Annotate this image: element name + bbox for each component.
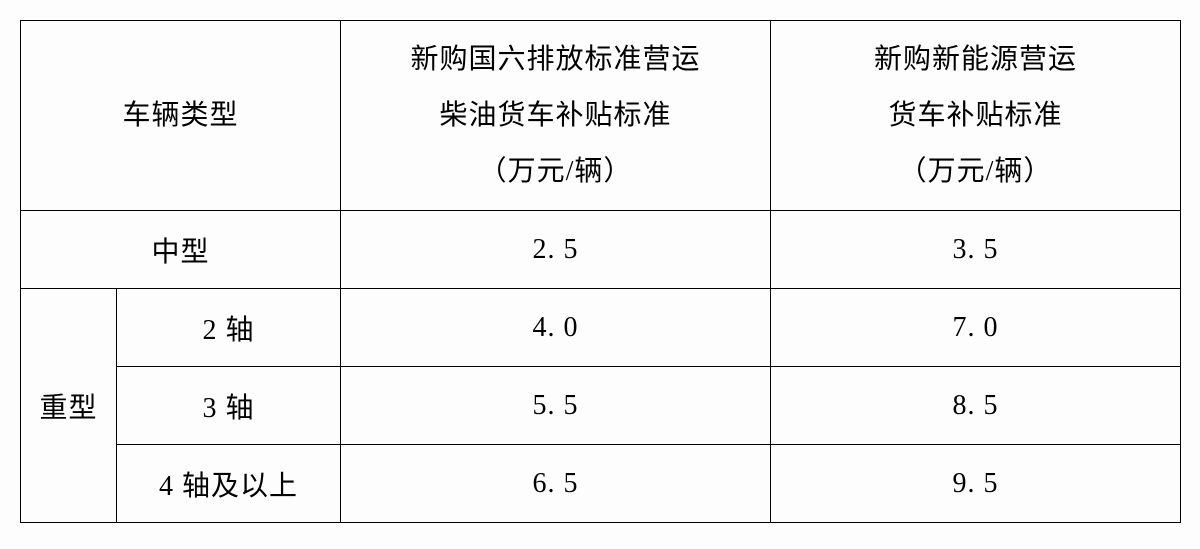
cell-vehicle-subtype: 4 轴及以上 bbox=[117, 445, 341, 523]
cell-vehicle-type: 中型 bbox=[21, 211, 341, 289]
cell-vehicle-subtype: 3 轴 bbox=[117, 367, 341, 445]
table-header-row: 车辆类型 新购国六排放标准营运 柴油货车补贴标准 （万元/辆） 新购新能源营运 … bbox=[21, 21, 1181, 211]
table-row: 中型 2. 5 3. 5 bbox=[21, 211, 1181, 289]
cell-diesel-value: 2. 5 bbox=[341, 211, 771, 289]
table-row: 3 轴 5. 5 8. 5 bbox=[21, 367, 1181, 445]
cell-diesel-value: 4. 0 bbox=[341, 289, 771, 367]
table-row: 重型 2 轴 4. 0 7. 0 bbox=[21, 289, 1181, 367]
cell-heavy-group: 重型 bbox=[21, 289, 117, 523]
cell-nev-value: 9. 5 bbox=[771, 445, 1181, 523]
cell-diesel-value: 6. 5 bbox=[341, 445, 771, 523]
subsidy-table-container: 车辆类型 新购国六排放标准营运 柴油货车补贴标准 （万元/辆） 新购新能源营运 … bbox=[20, 20, 1180, 523]
table-row: 4 轴及以上 6. 5 9. 5 bbox=[21, 445, 1181, 523]
subsidy-table: 车辆类型 新购国六排放标准营运 柴油货车补贴标准 （万元/辆） 新购新能源营运 … bbox=[20, 20, 1181, 523]
cell-nev-value: 8. 5 bbox=[771, 367, 1181, 445]
cell-nev-value: 7. 0 bbox=[771, 289, 1181, 367]
col-header-vehicle-type: 车辆类型 bbox=[21, 21, 341, 211]
cell-vehicle-subtype: 2 轴 bbox=[117, 289, 341, 367]
cell-nev-value: 3. 5 bbox=[771, 211, 1181, 289]
col-header-diesel-subsidy: 新购国六排放标准营运 柴油货车补贴标准 （万元/辆） bbox=[341, 21, 771, 211]
col-header-nev-subsidy: 新购新能源营运 货车补贴标准 （万元/辆） bbox=[771, 21, 1181, 211]
cell-diesel-value: 5. 5 bbox=[341, 367, 771, 445]
